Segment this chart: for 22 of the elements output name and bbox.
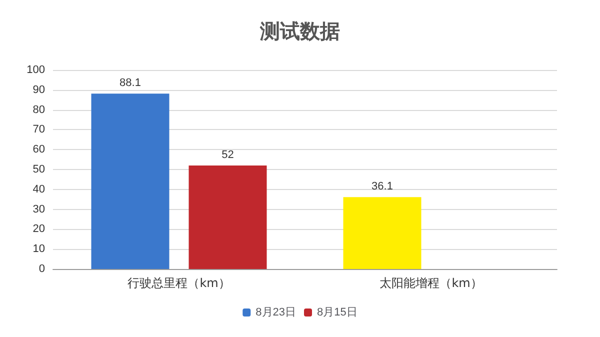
chart-title: 测试数据 [259,19,340,43]
y-tick-label: 10 [32,243,45,256]
legend-label: 8月15日 [317,306,358,318]
bar [188,166,267,269]
y-tick-label: 60 [32,144,45,156]
y-tick-label: 20 [32,223,45,236]
x-tick-label: 行驶总里程（km） [128,276,230,290]
x-tick-label: 太阳能增程（km） [380,276,482,290]
y-tick-label: 90 [32,84,45,96]
y-tick-label: 40 [32,183,45,196]
data-label: 52 [222,149,234,162]
bar [343,197,422,269]
legend-label: 8月23日 [256,306,296,318]
y-tick-label: 30 [32,203,45,216]
bar [91,94,170,269]
y-tick-label: 70 [32,124,45,136]
data-label: 88.1 [120,77,141,90]
data-label: 36.1 [372,180,393,193]
y-tick-label: 0 [38,263,45,275]
y-tick-label: 50 [32,164,45,176]
y-tick-label: 100 [26,64,45,76]
y-tick-label: 80 [32,104,45,116]
